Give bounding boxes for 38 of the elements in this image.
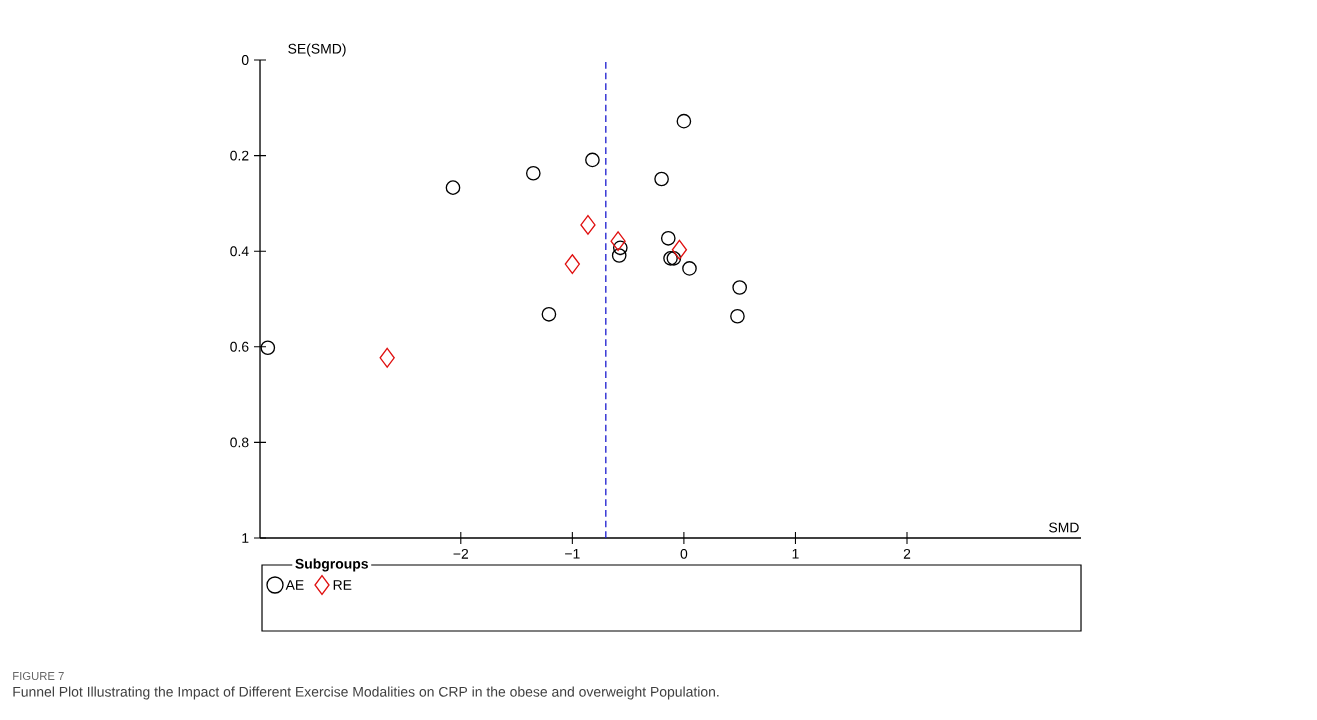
x-tick-label: 0 — [680, 548, 688, 559]
point — [663, 251, 678, 266]
point — [260, 340, 276, 356]
y-tick-label: 0.8 — [230, 437, 249, 448]
point — [612, 240, 628, 256]
point — [676, 113, 692, 129]
point — [730, 308, 745, 324]
legend-title: Subgroups — [295, 558, 368, 572]
legend-label: RE — [333, 580, 352, 590]
y-axis-title: SE(SMD) — [288, 43, 346, 57]
point — [610, 231, 626, 252]
y-tick-label: 0.6 — [230, 341, 249, 352]
point — [611, 248, 627, 263]
x-tick-label: −2 — [453, 548, 469, 559]
x-tick-label: 1 — [792, 548, 799, 559]
point — [666, 251, 682, 266]
point — [732, 280, 748, 295]
x-tick-label: −1 — [565, 548, 580, 559]
y-tick-label: 1 — [242, 533, 249, 543]
legend-label: AE — [285, 580, 304, 590]
point — [379, 347, 395, 368]
point — [541, 306, 557, 322]
point — [671, 239, 688, 260]
point — [445, 180, 461, 195]
y-tick-label: 0 — [241, 55, 249, 65]
point — [660, 230, 676, 246]
caption: FIGURE 7 — [13, 672, 64, 680]
y-tick-label: 0.2 — [230, 150, 249, 161]
point — [564, 254, 581, 275]
x-axis-title: SMD — [1049, 522, 1079, 533]
text: Funnel Plot Illustrating the Impact of Different Exercise Modalities on CRP in the obese and overweight Population. — [13, 686, 719, 700]
y-tick-label: 0.4 — [230, 246, 249, 257]
point — [525, 165, 541, 181]
point — [682, 261, 697, 276]
point — [585, 152, 600, 168]
point — [654, 171, 669, 187]
point — [580, 214, 596, 235]
x-tick-label: 2 — [903, 548, 911, 559]
